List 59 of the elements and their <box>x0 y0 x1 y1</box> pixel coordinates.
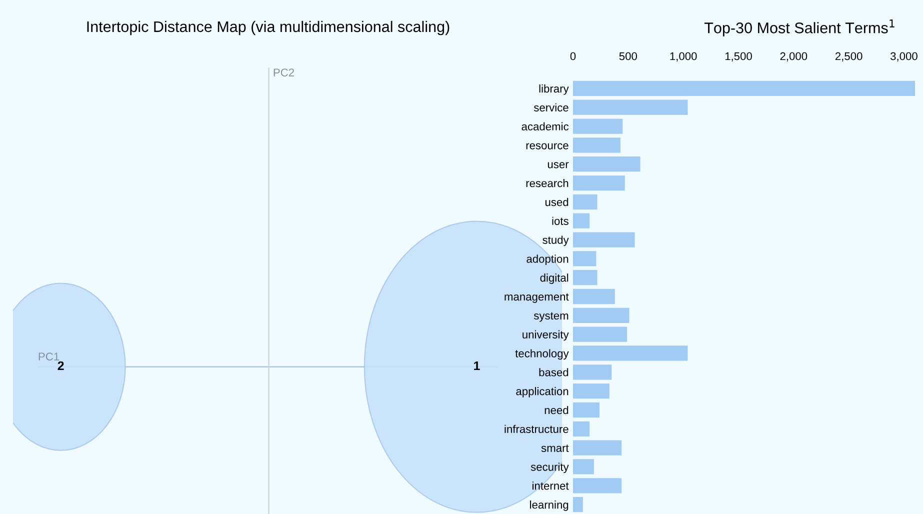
y-tick-label: adoption <box>526 254 568 266</box>
y-tick-label: iots <box>552 216 568 225</box>
bar <box>573 384 610 399</box>
bar <box>573 496 583 512</box>
bar <box>573 175 625 191</box>
bar <box>573 270 598 286</box>
x-tick-label: 0 <box>570 52 576 60</box>
y-tick-label: infrastructure <box>504 424 568 434</box>
y-tick-label: digital <box>540 274 568 284</box>
y-tick-label: user <box>548 162 569 168</box>
y-tick-label: study <box>542 236 569 246</box>
y-tick-label: based <box>539 368 568 376</box>
y-tick-label: need <box>544 406 568 414</box>
bar <box>573 156 640 172</box>
category-label: 2 <box>58 361 64 370</box>
y-tick-label: system <box>534 312 568 322</box>
bar <box>573 402 600 418</box>
text: Intertopic Distance Map (via multidimensional scaling) <box>87 20 450 36</box>
bar <box>573 118 623 134</box>
chart-title: Top-30 Most Salient Terms$^{1}$ <box>704 20 894 36</box>
bar <box>573 459 594 474</box>
x-tick-label: 3,000 <box>890 52 918 62</box>
y-tick-label: application <box>516 387 568 398</box>
category-label: 1 <box>474 361 480 370</box>
bar <box>573 421 590 436</box>
bar <box>573 478 622 494</box>
y-tick-label: management <box>504 293 569 303</box>
y-tick-label: service <box>534 103 568 112</box>
bar <box>573 251 596 266</box>
x-tick-label: 2,000 <box>780 52 808 62</box>
x-tick-label: 1,000 <box>670 52 697 62</box>
bar <box>573 100 688 115</box>
bar <box>573 213 590 228</box>
text: PC2 <box>274 68 294 76</box>
bar <box>573 80 915 96</box>
x-tick-label: 500 <box>619 52 637 60</box>
bar <box>573 288 615 304</box>
bar <box>573 346 688 361</box>
x-tick-label: 1,500 <box>725 52 752 62</box>
bar <box>573 308 630 323</box>
y-tick-label: security <box>530 462 569 474</box>
y-tick-label: academic <box>522 122 569 130</box>
text: PC1 <box>38 352 60 360</box>
y-tick-label: resource <box>526 143 568 150</box>
y-tick-label: research <box>526 178 568 188</box>
bar <box>573 138 620 153</box>
bar <box>573 326 628 342</box>
x-tick-label: 2,500 <box>835 52 862 62</box>
bar <box>573 364 612 380</box>
y-tick-label: learning <box>530 500 568 511</box>
bar <box>573 232 635 248</box>
bar <box>573 440 622 456</box>
y-tick-label: technology <box>515 349 569 360</box>
bar <box>573 194 598 210</box>
y-tick-label: library <box>539 84 569 95</box>
y-tick-label: used <box>545 198 568 206</box>
y-tick-label: smart <box>541 444 569 452</box>
y-tick-label: internet <box>532 482 569 490</box>
y-tick-label: university <box>522 330 569 341</box>
